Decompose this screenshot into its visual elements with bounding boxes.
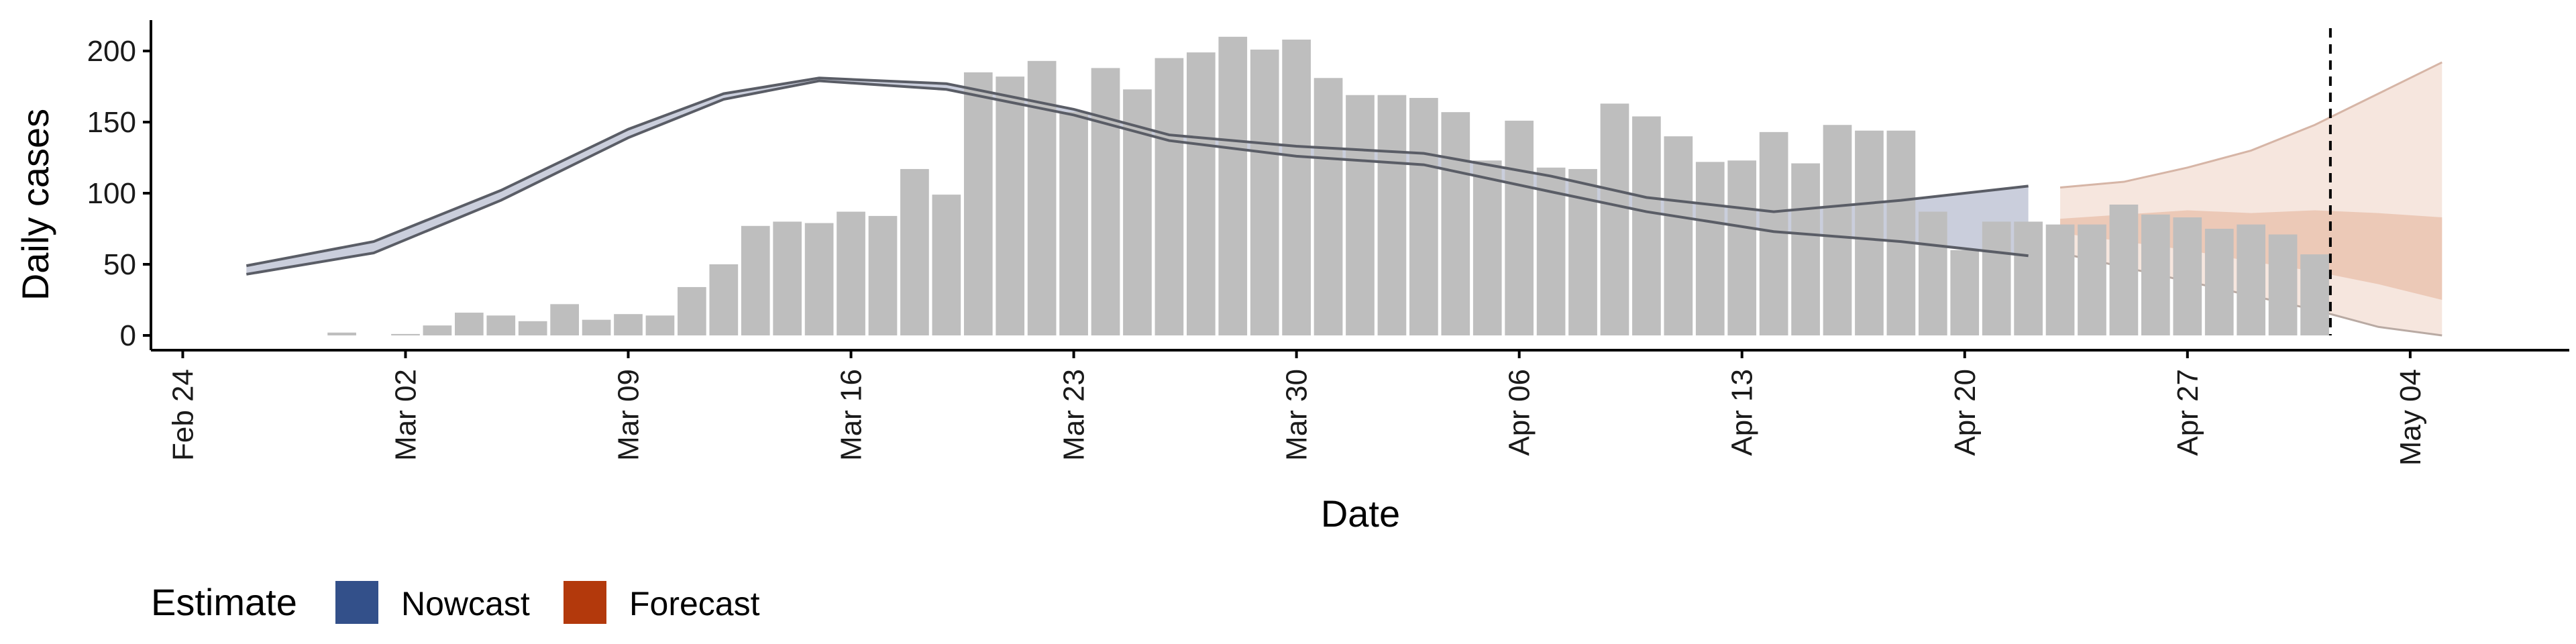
bar-2020-03-09 <box>614 314 643 335</box>
bar-2020-04-02 <box>1377 95 1407 335</box>
legend-label-forecast: Forecast <box>629 585 760 623</box>
bar-2020-03-20 <box>963 72 993 336</box>
legend-swatch-forecast <box>564 581 606 624</box>
bar-2020-03-28 <box>1218 36 1248 336</box>
bar-2020-03-11 <box>678 286 706 335</box>
bar-2020-04-21 <box>1982 221 2011 335</box>
bar-2020-05-01 <box>2300 254 2329 335</box>
bar-2020-04-29 <box>2237 224 2266 335</box>
bar-2020-04-09 <box>1600 103 1629 335</box>
estimate-lines <box>246 28 2332 335</box>
x-tick-label-2020-03-23: Mar 23 <box>1058 369 1091 461</box>
bar-2020-03-03 <box>423 325 452 335</box>
bar-2020-04-11 <box>1664 136 1693 335</box>
bar-2020-04-06 <box>1505 120 1534 335</box>
bar-2020-04-10 <box>1632 116 1661 335</box>
y-tick-label-0: 0 <box>120 319 136 352</box>
bar-2020-03-21 <box>996 76 1025 335</box>
y-tick-label-50: 50 <box>103 248 136 281</box>
bar-2020-03-17 <box>868 215 898 335</box>
bar-2020-04-22 <box>2014 221 2043 335</box>
y-tick-labels: 0 50 100 150 200 <box>87 35 136 352</box>
bar-2020-03-13 <box>741 225 770 335</box>
x-tick-label-2020-03-16: Mar 16 <box>835 369 868 461</box>
bar-2020-04-24 <box>2078 224 2106 335</box>
bar-2020-04-03 <box>1409 97 1438 335</box>
bar-2020-04-20 <box>1950 250 1980 335</box>
bar-2020-04-28 <box>2204 229 2234 335</box>
x-tick-label-2020-04-20: Apr 20 <box>1949 369 1982 456</box>
y-tick-label-150: 150 <box>87 106 136 139</box>
x-tick-label-2020-04-06: Apr 06 <box>1503 369 1536 456</box>
bar-2020-04-04 <box>1441 112 1470 335</box>
bar-2020-04-08 <box>1568 168 1597 335</box>
bar-2020-03-26 <box>1155 58 1184 335</box>
bar-2020-03-02 <box>391 333 420 335</box>
y-tick-label-100: 100 <box>87 177 136 210</box>
bar-2020-03-31 <box>1313 78 1343 335</box>
bar-2020-04-01 <box>1346 95 1375 335</box>
legend-swatch-nowcast <box>335 581 378 624</box>
bar-2020-04-17 <box>1855 130 1884 335</box>
bar-2020-04-14 <box>1759 131 1788 335</box>
y-axis-title: Daily cases <box>14 109 56 301</box>
nowcast-upper-line <box>246 76 2029 268</box>
x-tick-label-2020-05-04: May 04 <box>2394 369 2427 466</box>
bar-2020-03-19 <box>932 195 961 335</box>
bar-2020-04-13 <box>1727 160 1757 336</box>
bar-2020-03-12 <box>709 264 739 335</box>
x-tick-label-2020-02-24: Feb 24 <box>166 369 199 461</box>
x-tick-label-2020-03-02: Mar 02 <box>389 369 422 461</box>
nowcast-lower-line <box>246 79 2029 276</box>
bar-2020-04-30 <box>2268 234 2298 335</box>
legend: Estimate Nowcast Forecast <box>151 581 760 624</box>
legend-title: Estimate <box>151 581 297 623</box>
bar-2020-03-27 <box>1186 52 1216 336</box>
bar-2020-03-04 <box>454 313 484 335</box>
bar-2020-04-23 <box>2045 224 2075 335</box>
bar-2020-04-19 <box>1918 211 1947 335</box>
bar-2020-03-05 <box>486 315 516 335</box>
bar-2020-03-15 <box>804 223 834 335</box>
bar-2020-04-07 <box>1536 167 1566 335</box>
bar-2020-03-24 <box>1091 68 1120 335</box>
bar-2020-04-18 <box>1886 130 1916 335</box>
bar-2020-03-30 <box>1282 40 1311 335</box>
bar-2020-03-10 <box>645 315 675 335</box>
x-tick-labels: Feb 24 Mar 02 Mar 09 Mar 16 Mar 23 Mar 30 Apr … <box>166 369 2426 466</box>
bar-2020-02-29 <box>327 332 356 335</box>
bar-2020-03-16 <box>837 211 865 335</box>
bar-2020-04-15 <box>1791 163 1820 336</box>
x-tick-label-2020-03-30: Mar 30 <box>1281 369 1313 461</box>
bar-2020-03-29 <box>1250 49 1279 335</box>
x-tick-label-2020-04-13: Apr 13 <box>1726 369 1759 456</box>
bar-2020-03-14 <box>773 221 802 335</box>
bar-2020-04-27 <box>2173 217 2202 335</box>
y-tick-label-200: 200 <box>87 35 136 68</box>
bar-2020-03-08 <box>582 319 611 335</box>
x-tick-label-2020-04-27: Apr 27 <box>2171 369 2204 456</box>
x-tick-label-2020-03-09: Mar 09 <box>612 369 645 461</box>
axes <box>143 20 2569 358</box>
legend-label-nowcast: Nowcast <box>401 585 530 623</box>
bar-2020-04-16 <box>1823 125 1852 336</box>
bar-2020-03-18 <box>900 168 929 335</box>
bar-series <box>327 36 2329 336</box>
bar-2020-03-07 <box>550 304 579 335</box>
bar-2020-04-26 <box>2141 214 2170 335</box>
x-axis-title: Date <box>1321 492 1400 535</box>
bar-2020-03-23 <box>1059 112 1088 335</box>
bar-2020-03-06 <box>518 321 547 335</box>
bar-2020-04-05 <box>1472 160 1502 336</box>
forecast-outer-upper-edge <box>2059 61 2443 189</box>
bar-2020-04-12 <box>1695 162 1725 336</box>
bar-2020-04-25 <box>2109 204 2139 335</box>
